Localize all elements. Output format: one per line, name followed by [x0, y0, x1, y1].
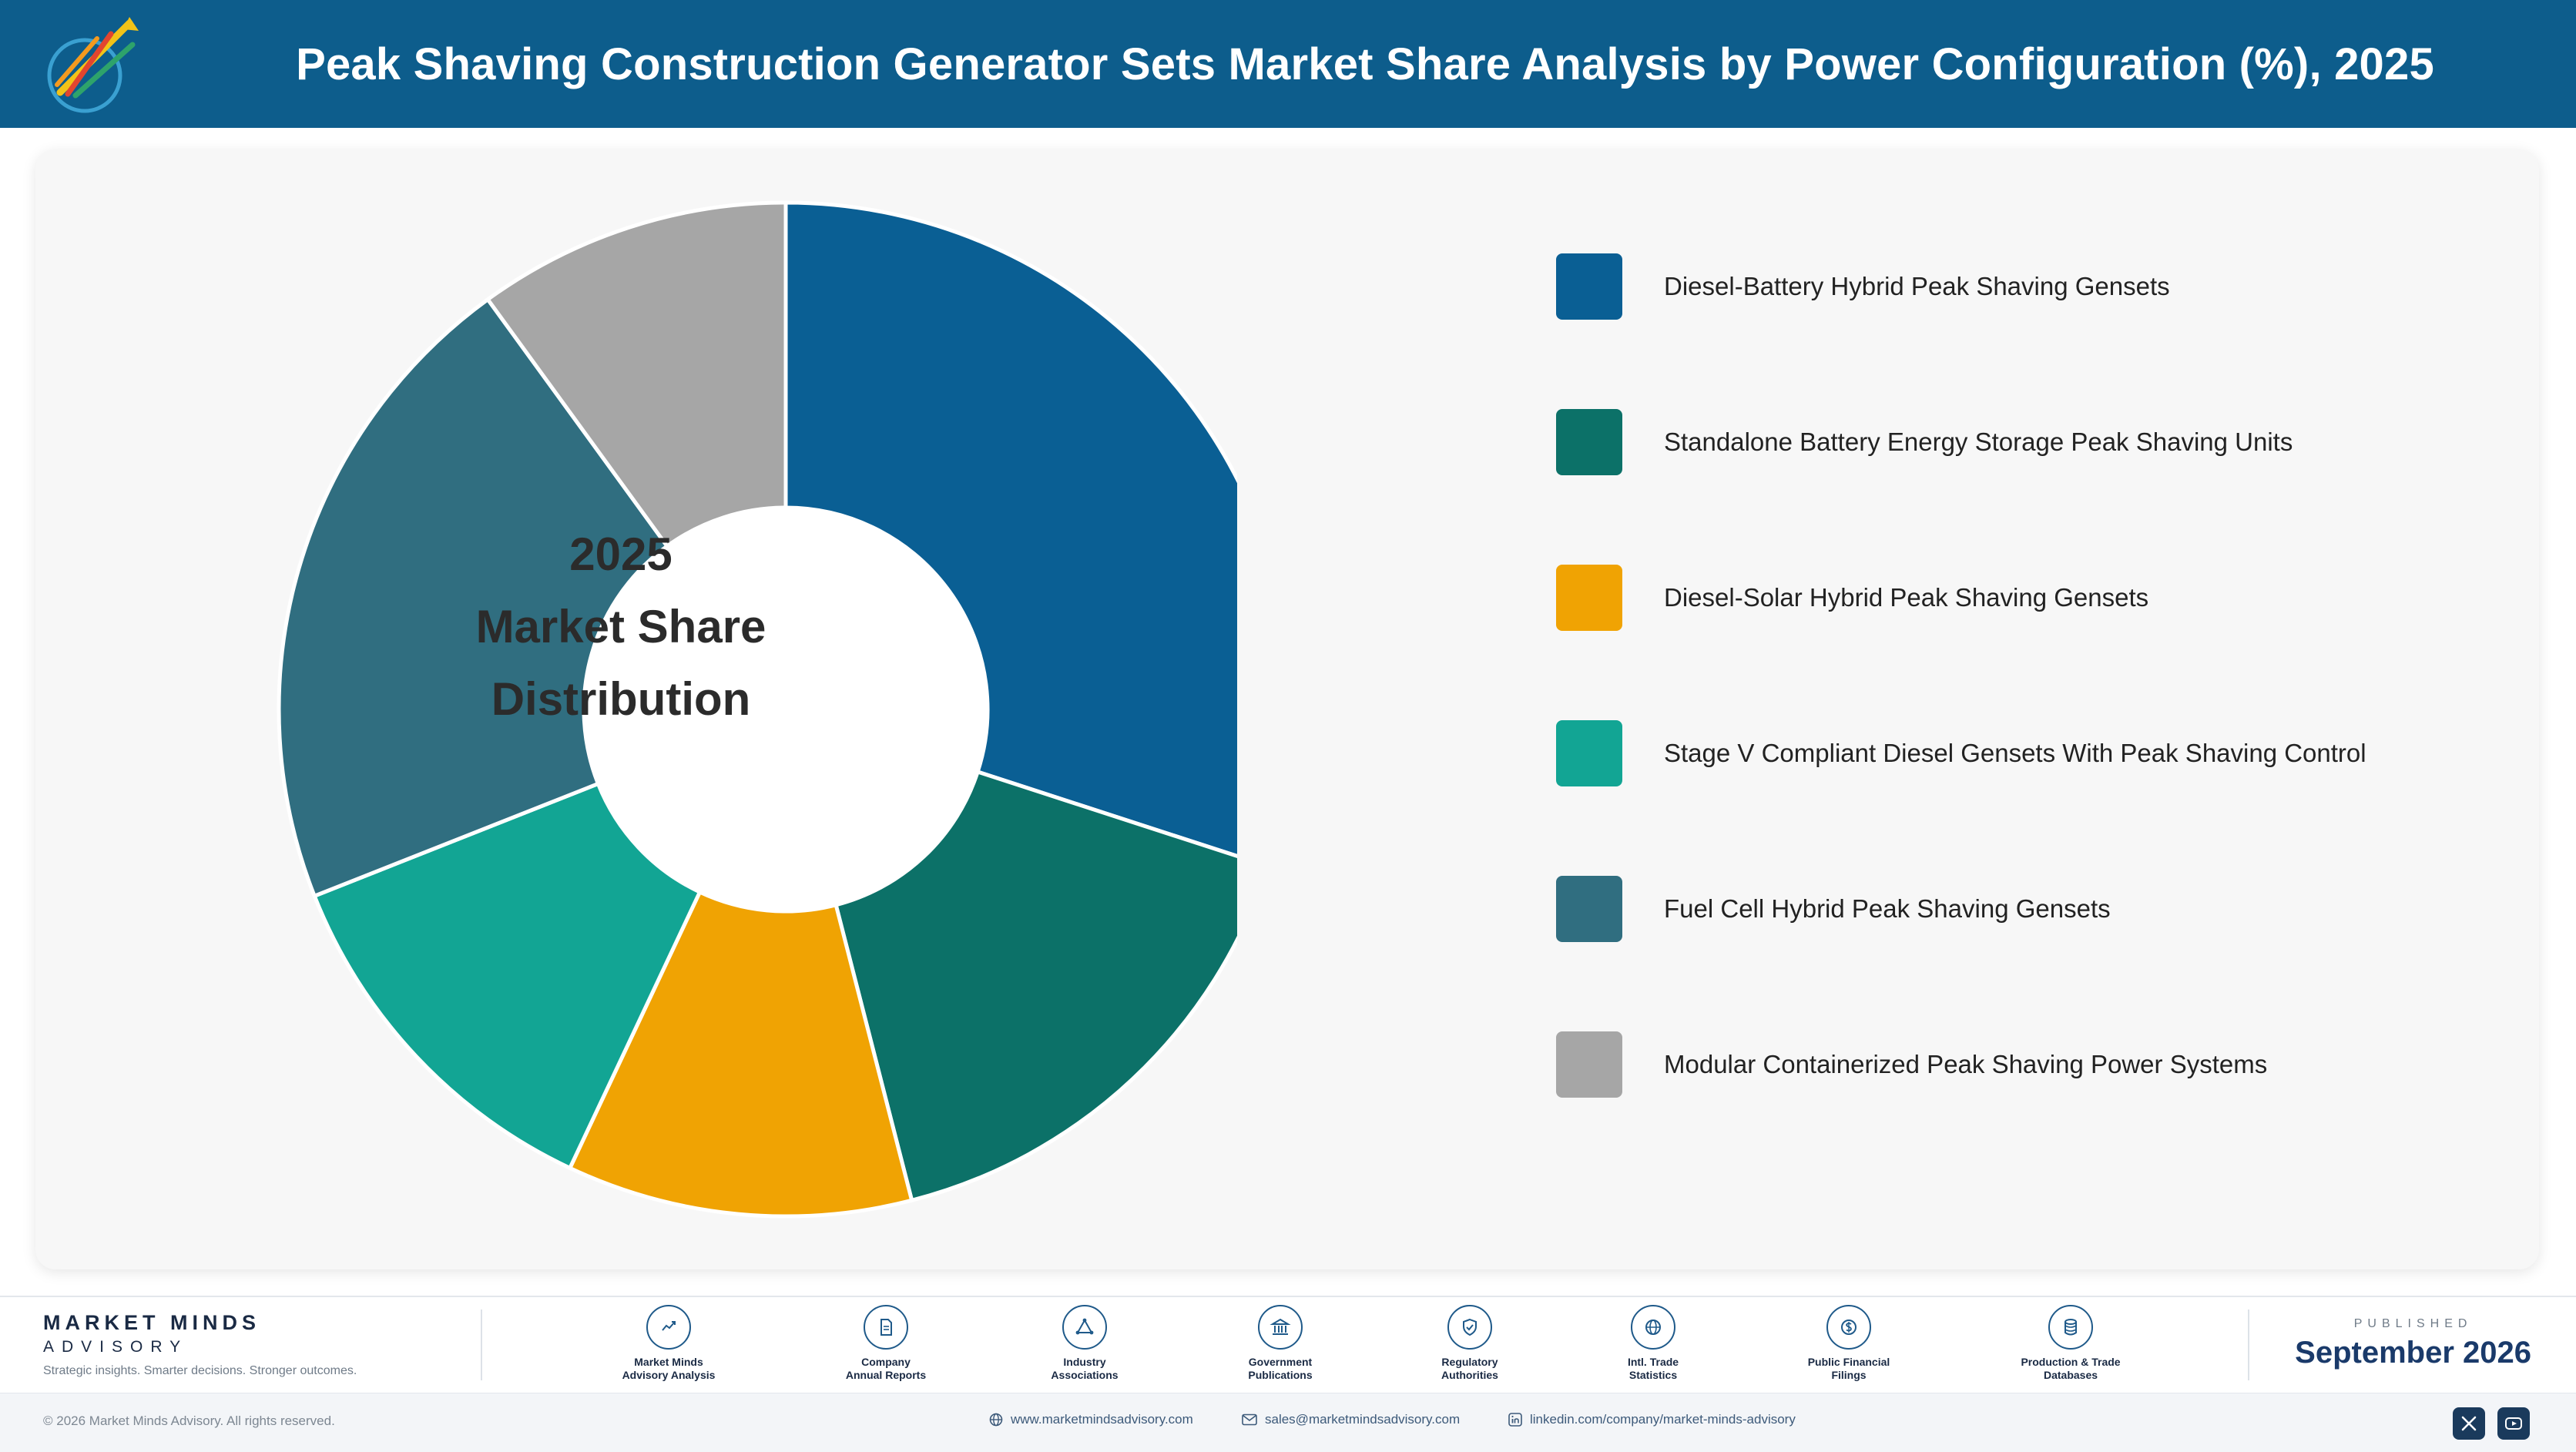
document-icon	[864, 1305, 908, 1350]
database-icon	[2048, 1305, 2093, 1350]
page-title: Peak Shaving Construction Generator Sets…	[296, 39, 2434, 89]
source-label: Industry Associations	[1051, 1356, 1119, 1381]
legend-item-5[interactable]: Fuel Cell Hybrid Peak Shaving Gensets	[1556, 831, 2366, 987]
source-label: Public Financial Filings	[1807, 1356, 1890, 1381]
footer: MARKET MINDS ADVISORY Strategic insights…	[0, 1296, 2576, 1452]
legend-item-4[interactable]: Stage V Compliant Diesel Gensets With Pe…	[1556, 676, 2366, 831]
email-text: sales@marketmindsadvisory.com	[1265, 1412, 1461, 1427]
pie-slice-3[interactable]	[567, 889, 914, 1219]
shield-check-icon	[1447, 1305, 1492, 1350]
government-building-icon	[1258, 1305, 1303, 1350]
legend-swatch	[1556, 253, 1622, 320]
dollar-coin-icon	[1826, 1305, 1871, 1350]
data-sources: Market Minds Advisory Analysis Company An…	[585, 1305, 2188, 1390]
legend-item-1[interactable]: Diesel-Battery Hybrid Peak Shaving Gense…	[1556, 209, 2366, 364]
globe-icon	[1631, 1305, 1675, 1350]
pie-slice-1[interactable]	[783, 200, 1237, 866]
source-item-1: Market Minds Advisory Analysis	[592, 1305, 746, 1382]
x-logo-icon	[2461, 1416, 2477, 1431]
legend-swatch	[1556, 720, 1622, 786]
center-label-line-2: Market Share	[475, 601, 766, 652]
source-label: Company Annual Reports	[845, 1356, 927, 1381]
source-item-2: Company Annual Reports	[809, 1305, 963, 1382]
footer-divider	[481, 1309, 482, 1380]
mail-icon	[1242, 1413, 1257, 1426]
source-item-8: Production & Trade Databases	[1994, 1305, 2148, 1382]
source-item-6: Intl. Trade Statistics	[1576, 1305, 1730, 1382]
published-date: September 2026	[2295, 1336, 2531, 1370]
legend-label: Diesel-Solar Hybrid Peak Shaving Gensets	[1664, 583, 2149, 612]
globe-icon	[989, 1413, 1003, 1427]
source-item-3: Industry Associations	[1008, 1305, 1162, 1382]
legend-item-2[interactable]: Standalone Battery Energy Storage Peak S…	[1556, 364, 2366, 520]
footer-brand: MARKET MINDS ADVISORY Strategic insights…	[43, 1311, 357, 1378]
chart-legend: Diesel-Battery Hybrid Peak Shaving Gense…	[1556, 253, 2366, 1142]
website-text: www.marketmindsadvisory.com	[1011, 1412, 1193, 1427]
legend-label: Standalone Battery Energy Storage Peak S…	[1664, 428, 2293, 456]
source-label: Market Minds Advisory Analysis	[622, 1356, 716, 1381]
source-item-5: Regulatory Authorities	[1393, 1305, 1547, 1382]
legend-label: Stage V Compliant Diesel Gensets With Pe…	[1664, 739, 2366, 767]
center-label-year: 2025	[569, 528, 673, 580]
market-minds-logo-icon	[47, 17, 139, 113]
published-block: PUBLISHED September 2026	[2295, 1317, 2531, 1370]
brand-sub: ADVISORY	[43, 1338, 189, 1356]
source-label: Production & Trade Databases	[2021, 1356, 2121, 1381]
email-link[interactable]: sales@marketmindsadvisory.com	[1242, 1412, 1460, 1427]
legend-label: Modular Containerized Peak Shaving Power…	[1664, 1050, 2268, 1078]
legend-swatch	[1556, 409, 1622, 475]
x-social-button[interactable]	[2453, 1407, 2485, 1440]
pie-chart	[277, 200, 1237, 1219]
header-bar: Peak Shaving Construction Generator Sets…	[0, 0, 2576, 128]
legend-swatch	[1556, 565, 1622, 631]
legend-item-3[interactable]: Diesel-Solar Hybrid Peak Shaving Gensets	[1556, 520, 2366, 676]
youtube-social-button[interactable]	[2497, 1407, 2530, 1440]
donut-hole	[584, 508, 988, 911]
youtube-icon	[2505, 1417, 2522, 1430]
source-label: Intl. Trade Statistics	[1627, 1356, 1679, 1381]
chart-card: 2025 Market Share Distribution Diesel-Ba…	[35, 149, 2539, 1269]
pie-center-label: 2025 Market Share Distribution	[421, 473, 821, 781]
source-item-7: Public Financial Filings	[1772, 1305, 1926, 1382]
network-icon	[1062, 1305, 1107, 1350]
linkedin-link[interactable]: linkedin.com/company/market-minds-adviso…	[1508, 1412, 1796, 1427]
published-label: PUBLISHED	[2353, 1317, 2473, 1330]
footer-bottom-bar: © 2026 Market Minds Advisory. All rights…	[0, 1393, 2576, 1452]
source-label: Regulatory Authorities	[1441, 1356, 1498, 1381]
website-link[interactable]: www.marketmindsadvisory.com	[989, 1412, 1193, 1427]
legend-item-6[interactable]: Modular Containerized Peak Shaving Power…	[1556, 987, 2366, 1142]
brand-name: MARKET MINDS	[43, 1311, 260, 1334]
linkedin-text: linkedin.com/company/market-minds-adviso…	[1530, 1412, 1796, 1427]
trend-chart-icon	[646, 1305, 691, 1350]
copyright: © 2026 Market Minds Advisory. All rights…	[43, 1413, 335, 1428]
center-label-line-3: Distribution	[491, 673, 751, 725]
legend-label: Fuel Cell Hybrid Peak Shaving Gensets	[1664, 894, 2111, 923]
legend-label: Diesel-Battery Hybrid Peak Shaving Gense…	[1664, 272, 2170, 300]
source-label: Government Publications	[1248, 1356, 1313, 1381]
legend-swatch	[1556, 1031, 1622, 1098]
linkedin-icon	[1508, 1413, 1522, 1427]
footer-divider	[2248, 1309, 2249, 1380]
source-item-4: Government Publications	[1203, 1305, 1357, 1382]
brand-tagline: Strategic insights. Smarter decisions. S…	[43, 1364, 357, 1377]
legend-swatch	[1556, 876, 1622, 942]
